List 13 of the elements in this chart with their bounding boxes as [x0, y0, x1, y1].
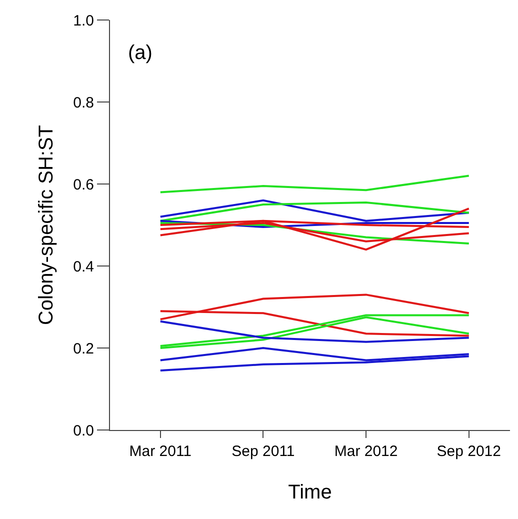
y-axis-title: Colony-specific SH:ST: [36, 124, 58, 326]
y-tick-label: 0.8: [73, 94, 94, 112]
annotation: (a): [128, 42, 152, 64]
y-tick-label: 0.6: [73, 176, 94, 194]
x-axis-title: Time: [288, 482, 332, 504]
x-tick-label: Sep 2011: [232, 443, 295, 460]
x-tick-label: Sep 2012: [436, 443, 501, 460]
x-tick-label: Mar 2011: [129, 443, 192, 460]
x-tick-label: Mar 2012: [334, 443, 398, 460]
y-tick-label: 1.0: [73, 12, 94, 30]
y-tick-label: 0.4: [73, 258, 94, 276]
y-tick-label: 0.2: [73, 340, 94, 358]
y-tick-label: 0.0: [73, 422, 94, 440]
